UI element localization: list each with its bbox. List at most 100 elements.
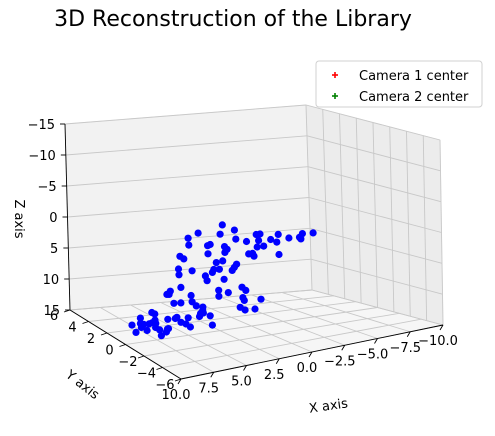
x-tick-mark <box>243 365 247 371</box>
data-point <box>240 296 248 304</box>
data-point <box>242 286 250 294</box>
data-point <box>136 319 144 328</box>
data-point <box>224 289 232 297</box>
z-grid-left <box>64 104 307 125</box>
x-tick-label: −7.5 <box>389 341 421 356</box>
data-point <box>136 314 144 322</box>
data-point <box>175 271 183 279</box>
data-point <box>164 325 173 333</box>
data-point <box>156 326 164 334</box>
data-point <box>255 236 263 245</box>
y-tick-mark <box>137 355 145 359</box>
data-point <box>253 243 261 251</box>
data-point <box>157 332 165 340</box>
data-point <box>208 321 216 329</box>
data-point <box>204 242 212 250</box>
data-point <box>215 286 223 294</box>
x-tick-label: −5.0 <box>357 348 389 363</box>
data-point <box>252 230 260 239</box>
data-point <box>170 299 178 307</box>
data-point <box>232 235 240 243</box>
data-point <box>186 323 194 331</box>
z-tick-label: −15 <box>28 118 55 133</box>
x-tick-mark <box>275 358 280 364</box>
z-tick-label: 5 <box>50 242 58 257</box>
x-tick-mark <box>439 324 444 331</box>
x-tick-mark <box>177 378 182 385</box>
data-point <box>203 277 211 285</box>
data-point <box>220 275 228 283</box>
data-point <box>298 230 306 238</box>
data-point <box>174 265 183 273</box>
data-point <box>260 242 268 250</box>
y-axis-label: Y axis <box>62 367 102 403</box>
z-tick-label: −5 <box>37 180 56 195</box>
y-tick-mark <box>100 332 108 336</box>
data-point <box>177 283 185 291</box>
y-tick-label: 2 <box>87 332 95 347</box>
z-tick-label: 10 <box>43 273 60 288</box>
z-grid-right <box>311 289 444 326</box>
x-tick-mark <box>406 331 411 337</box>
legend: Camera 1 center Camera 2 center <box>315 60 483 108</box>
data-point <box>228 266 236 274</box>
x-tick-label: 2.5 <box>264 368 285 383</box>
y-tick-label: −4 <box>137 367 156 382</box>
data-point <box>257 295 265 303</box>
data-point <box>206 312 214 320</box>
data-point <box>199 309 207 317</box>
y-tick-mark <box>119 344 126 347</box>
data-point <box>267 235 275 244</box>
data-point <box>184 314 192 322</box>
x-tick-mark <box>374 338 378 344</box>
z-grid-left <box>67 197 310 218</box>
data-point <box>218 221 226 229</box>
data-point <box>166 287 174 295</box>
x-tick-label: 10.0 <box>162 388 191 403</box>
data-point <box>164 315 172 323</box>
data-point <box>151 316 159 324</box>
data-point <box>219 257 227 265</box>
y-tick-mark <box>174 378 182 382</box>
grid-lines <box>64 104 444 380</box>
z-grid-right <box>307 166 442 203</box>
data-point <box>274 230 282 238</box>
legend-label: Camera 1 center <box>359 69 469 84</box>
data-point <box>132 328 140 336</box>
y-tick-label: 4 <box>68 321 76 336</box>
data-point <box>251 305 259 313</box>
data-point <box>177 318 185 326</box>
data-point <box>212 259 220 267</box>
data-point <box>242 237 251 246</box>
x-tick-label: 0.0 <box>297 361 318 376</box>
data-points <box>128 221 317 340</box>
z-tick-label: 0 <box>49 211 57 226</box>
data-point <box>173 313 181 321</box>
data-point <box>187 291 195 300</box>
z-grid-right <box>306 135 441 172</box>
legend-marker-icon <box>332 72 338 78</box>
y-grid-floor <box>162 318 422 368</box>
legend-item: Camera 2 center <box>332 90 469 105</box>
data-point <box>309 229 317 237</box>
y-grid-floor <box>143 312 400 357</box>
legend-label: Camera 2 center <box>359 90 469 105</box>
x-tick-mark <box>210 372 215 378</box>
y-tick-mark <box>82 321 89 324</box>
tick-labels: 10.0 7.5 5.0 2.5 0.0 −2.5 −5.0 −7.5−10.06420−2−… <box>28 118 458 403</box>
legend-marker-icon <box>332 93 338 99</box>
z-tick-label: 15 <box>43 304 60 319</box>
tick-marks <box>60 123 444 385</box>
legend-items: Camera 1 center Camera 2 center <box>332 69 469 105</box>
data-point <box>145 320 153 328</box>
data-point <box>215 292 223 300</box>
data-point <box>192 302 200 310</box>
z-grid-right <box>305 104 441 141</box>
data-point <box>216 230 224 238</box>
z-grid-right <box>310 258 443 295</box>
z-tick-label: −10 <box>28 149 55 164</box>
y-tick-label: 0 <box>105 344 113 359</box>
z-grid-left <box>66 166 309 187</box>
y-grid-floor <box>125 307 378 345</box>
